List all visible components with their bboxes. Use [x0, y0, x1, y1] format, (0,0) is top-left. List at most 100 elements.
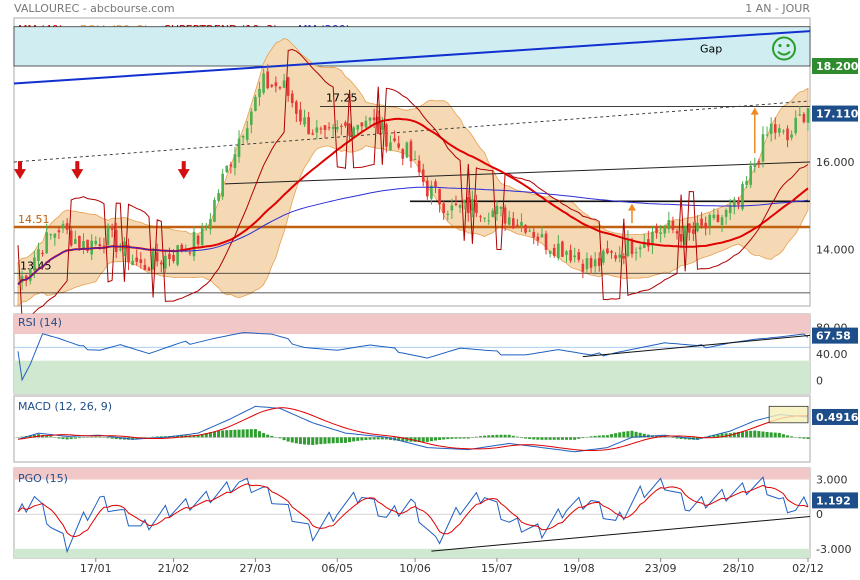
macd-bar	[438, 437, 442, 440]
candle	[352, 127, 355, 137]
candle	[335, 126, 339, 130]
macd-bar	[73, 437, 77, 439]
macd-bar	[69, 437, 73, 440]
candle	[295, 101, 298, 114]
x-tick-label: 21/02	[158, 562, 190, 575]
macd-bar	[237, 429, 241, 438]
macd-bar	[749, 430, 753, 438]
candle	[381, 122, 384, 130]
candle	[290, 93, 294, 104]
macd-bar	[253, 429, 257, 438]
macd-bar	[286, 437, 290, 442]
candle	[483, 217, 486, 219]
candle	[634, 252, 638, 254]
macd-bar	[446, 437, 450, 440]
candle	[65, 223, 69, 230]
candle	[143, 264, 147, 270]
macd-bar	[462, 437, 466, 439]
macd-bar	[212, 431, 216, 438]
candle	[49, 234, 53, 236]
macd-bar	[372, 437, 376, 440]
candle	[168, 253, 171, 259]
candle	[802, 113, 806, 123]
macd-bar	[536, 437, 540, 440]
candle	[696, 222, 699, 232]
candle	[237, 138, 241, 157]
candle	[446, 213, 450, 215]
candle	[53, 233, 57, 238]
candle	[548, 250, 552, 254]
macd-bar	[765, 431, 769, 438]
x-tick-label: 27/03	[240, 562, 272, 575]
macd-bar	[675, 437, 679, 439]
candle	[806, 108, 810, 123]
macd-bar	[614, 433, 618, 438]
macd-bar	[45, 435, 49, 438]
candle	[540, 234, 544, 238]
macd-bar	[413, 437, 417, 442]
pgo-oversold-zone	[14, 548, 810, 558]
macd-bar	[331, 437, 335, 444]
x-tick-label: 10/06	[399, 562, 431, 575]
macd-bar	[65, 437, 69, 440]
candle	[340, 125, 343, 127]
macd-bar	[339, 437, 343, 443]
candle	[507, 217, 511, 225]
macd-bar	[348, 437, 352, 443]
macd-bar	[519, 437, 523, 438]
level-label: 14.51	[18, 213, 50, 226]
macd-bar	[741, 431, 745, 438]
macd-bar	[106, 437, 110, 439]
macd-bar	[720, 433, 724, 438]
candle	[356, 124, 360, 130]
candle	[733, 199, 736, 208]
macd-bar	[806, 437, 810, 439]
macd-bar	[417, 437, 421, 442]
candle	[491, 210, 495, 217]
level-label: 17.25	[326, 91, 358, 104]
macd-bar	[573, 437, 577, 440]
candle	[536, 236, 540, 241]
candle	[552, 247, 556, 256]
macd-bar	[266, 434, 270, 438]
sell-arrow-icon	[14, 161, 26, 180]
macd-bar	[577, 437, 581, 439]
candle	[778, 128, 781, 133]
macd-bar	[114, 437, 118, 440]
candle	[430, 185, 433, 199]
candle	[45, 232, 48, 254]
macd-bar	[593, 435, 597, 438]
candle	[192, 231, 196, 257]
candle	[299, 109, 302, 122]
candle	[258, 88, 261, 98]
candle	[274, 82, 278, 87]
macd-bar	[196, 435, 200, 438]
candle	[642, 242, 646, 248]
candle	[720, 217, 724, 226]
macd-bar	[270, 435, 274, 438]
macd-bar	[425, 437, 429, 442]
candle	[376, 116, 380, 134]
macd-bar	[597, 435, 601, 438]
candle	[278, 87, 282, 89]
candle	[119, 248, 122, 251]
candle	[74, 239, 77, 244]
candle	[581, 263, 585, 272]
candle	[782, 130, 785, 132]
period-label[interactable]: 1 AN - JOUR	[745, 2, 810, 15]
candle	[311, 133, 315, 135]
smiley-eye	[778, 43, 782, 48]
pgo-label: PGO (15)	[18, 472, 68, 485]
macd-bar	[618, 432, 622, 438]
candle	[188, 252, 192, 254]
candles	[20, 64, 810, 291]
macd-bar	[556, 437, 560, 440]
candle	[466, 197, 470, 213]
pgo-trendline	[431, 515, 811, 552]
macd-bar	[110, 437, 114, 439]
candle	[516, 224, 519, 226]
trendline	[224, 161, 811, 185]
macd-bar	[401, 437, 405, 442]
gap-zone	[13, 26, 811, 67]
